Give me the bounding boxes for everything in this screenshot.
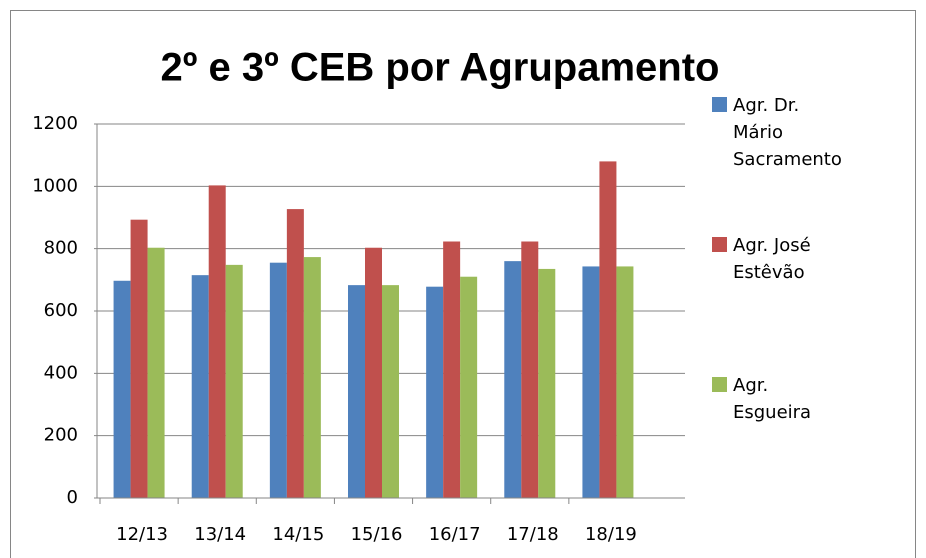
bar bbox=[504, 261, 522, 498]
y-tick-label: 0 bbox=[67, 487, 78, 508]
bar bbox=[365, 247, 382, 498]
x-tick-label: 13/14 bbox=[194, 524, 246, 545]
bar bbox=[225, 264, 243, 498]
bar bbox=[521, 241, 539, 498]
y-tick-label: 400 bbox=[44, 362, 78, 383]
bar bbox=[538, 268, 556, 498]
x-tick-label: 17/18 bbox=[507, 524, 559, 545]
bar bbox=[113, 280, 131, 498]
y-tick-label: 1200 bbox=[32, 113, 78, 134]
bar bbox=[147, 247, 165, 498]
legend-swatch bbox=[712, 97, 727, 112]
bar bbox=[443, 241, 461, 498]
bar bbox=[130, 219, 148, 498]
bar bbox=[286, 209, 304, 498]
bar bbox=[208, 185, 226, 499]
bar bbox=[599, 161, 617, 498]
y-tick-label: 1000 bbox=[32, 175, 78, 196]
bar bbox=[616, 266, 634, 498]
legend-label: Agr. Dr. Mário Sacramento bbox=[733, 95, 842, 170]
legend-label: Agr. José Estêvão bbox=[733, 235, 811, 283]
legend-swatch bbox=[712, 237, 727, 252]
x-tick-label: 18/19 bbox=[585, 524, 637, 545]
y-tick-label: 800 bbox=[44, 238, 78, 259]
y-tick-label: 200 bbox=[44, 425, 78, 446]
bar bbox=[269, 262, 287, 498]
y-tick-label: 600 bbox=[44, 300, 78, 321]
legend-label: Agr. Esgueira bbox=[733, 375, 812, 423]
x-tick-label: 15/16 bbox=[351, 524, 403, 545]
bar bbox=[460, 276, 478, 498]
x-tick-label: 14/15 bbox=[272, 524, 324, 545]
bar bbox=[191, 275, 209, 498]
chart-title: 2º e 3º CEB por Agrupamento bbox=[161, 46, 720, 90]
bar bbox=[426, 286, 444, 498]
x-tick-label: 16/17 bbox=[429, 524, 481, 545]
x-tick-label: 12/13 bbox=[116, 524, 168, 545]
legend-swatch bbox=[712, 377, 727, 392]
bar bbox=[582, 266, 600, 498]
bar bbox=[382, 285, 399, 498]
bar bbox=[348, 285, 365, 498]
bar bbox=[303, 257, 321, 498]
